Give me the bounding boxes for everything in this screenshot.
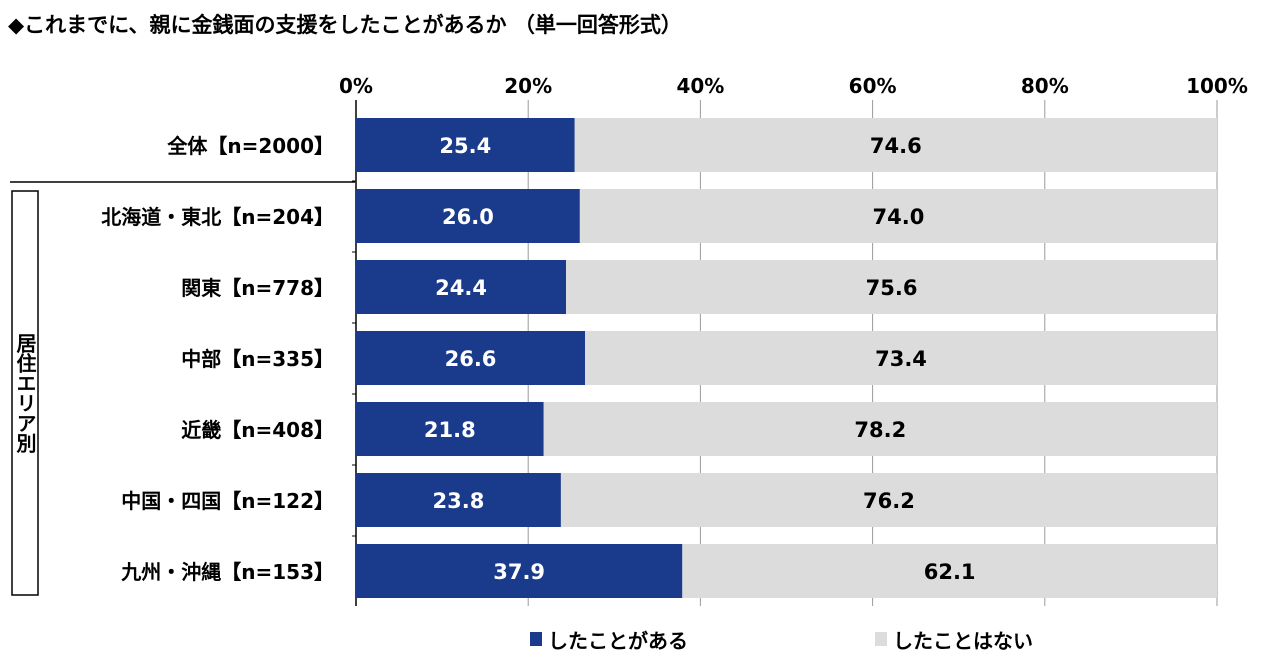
- group-bracket: 居住エリア別: [10, 181, 355, 596]
- data-label: 76.2: [863, 489, 915, 513]
- data-label: 26.0: [442, 205, 494, 229]
- data-label: 25.4: [439, 134, 491, 158]
- data-label: 75.6: [866, 276, 918, 300]
- group-label: 居住エリア別: [13, 333, 37, 454]
- category-label: 関東【n=778】: [181, 276, 334, 300]
- legend-swatch: [530, 632, 542, 646]
- x-tick-label: 60%: [849, 74, 897, 98]
- x-tick-label: 20%: [504, 74, 552, 98]
- x-axis-ticks: 0% 20% 40% 60% 80% 100%: [339, 74, 1248, 98]
- bar-segment: [356, 331, 586, 385]
- legend-label: したことはない: [893, 629, 1033, 653]
- category-label: 北海道・東北【n=204】: [101, 205, 334, 229]
- bar-segment: [356, 118, 575, 172]
- bar-segment: [560, 473, 1217, 527]
- category-label: 中国・四国【n=122】: [121, 489, 334, 513]
- data-label: 74.0: [873, 205, 925, 229]
- data-label: 62.1: [924, 560, 976, 584]
- data-label: 37.9: [493, 560, 545, 584]
- bar-segment: [356, 189, 580, 243]
- data-label: 24.4: [435, 276, 487, 300]
- bar-segment: [356, 544, 683, 598]
- data-label: 74.6: [870, 134, 922, 158]
- data-label: 73.4: [875, 347, 927, 371]
- category-labels: 全体【n=2000】北海道・東北【n=204】関東【n=778】中部【n=335…: [101, 134, 334, 584]
- legend-swatch: [875, 632, 887, 646]
- x-tick-label: 80%: [1021, 74, 1069, 98]
- bar-segment: [574, 118, 1217, 172]
- category-label: 九州・沖縄【n=153】: [120, 560, 334, 584]
- bar-segment: [585, 331, 1217, 385]
- legend: したことがある したことはない: [530, 629, 1033, 653]
- x-tick-label: 40%: [676, 74, 724, 98]
- bar-segment: [543, 402, 1217, 456]
- chart-title: ◆これまでに、親に金銭面の支援をしたことがあるか （単一回答形式）: [8, 13, 682, 37]
- legend-label: したことがある: [548, 629, 688, 653]
- data-label: 21.8: [424, 418, 476, 442]
- bars: 25.4 74.6 26.0 74.0 24.4 75.6 26.6 73.4 21.8 78.2…: [352, 118, 1217, 598]
- bar-segment: [356, 260, 567, 314]
- bar-segment: [356, 402, 544, 456]
- category-label: 中部【n=335】: [181, 347, 334, 371]
- bar-segment: [579, 189, 1217, 243]
- category-label: 全体【n=2000】: [166, 134, 334, 158]
- bar-segment: [566, 260, 1217, 314]
- x-tick-label: 0%: [339, 74, 373, 98]
- group-box: [11, 190, 39, 596]
- bar-segment: [682, 544, 1217, 598]
- data-label: 23.8: [433, 489, 485, 513]
- bar-segment: [356, 473, 561, 527]
- x-tick-label: 100%: [1186, 74, 1248, 98]
- data-label: 78.2: [854, 418, 906, 442]
- data-label: 26.6: [445, 347, 497, 371]
- category-label: 近畿【n=408】: [181, 418, 334, 442]
